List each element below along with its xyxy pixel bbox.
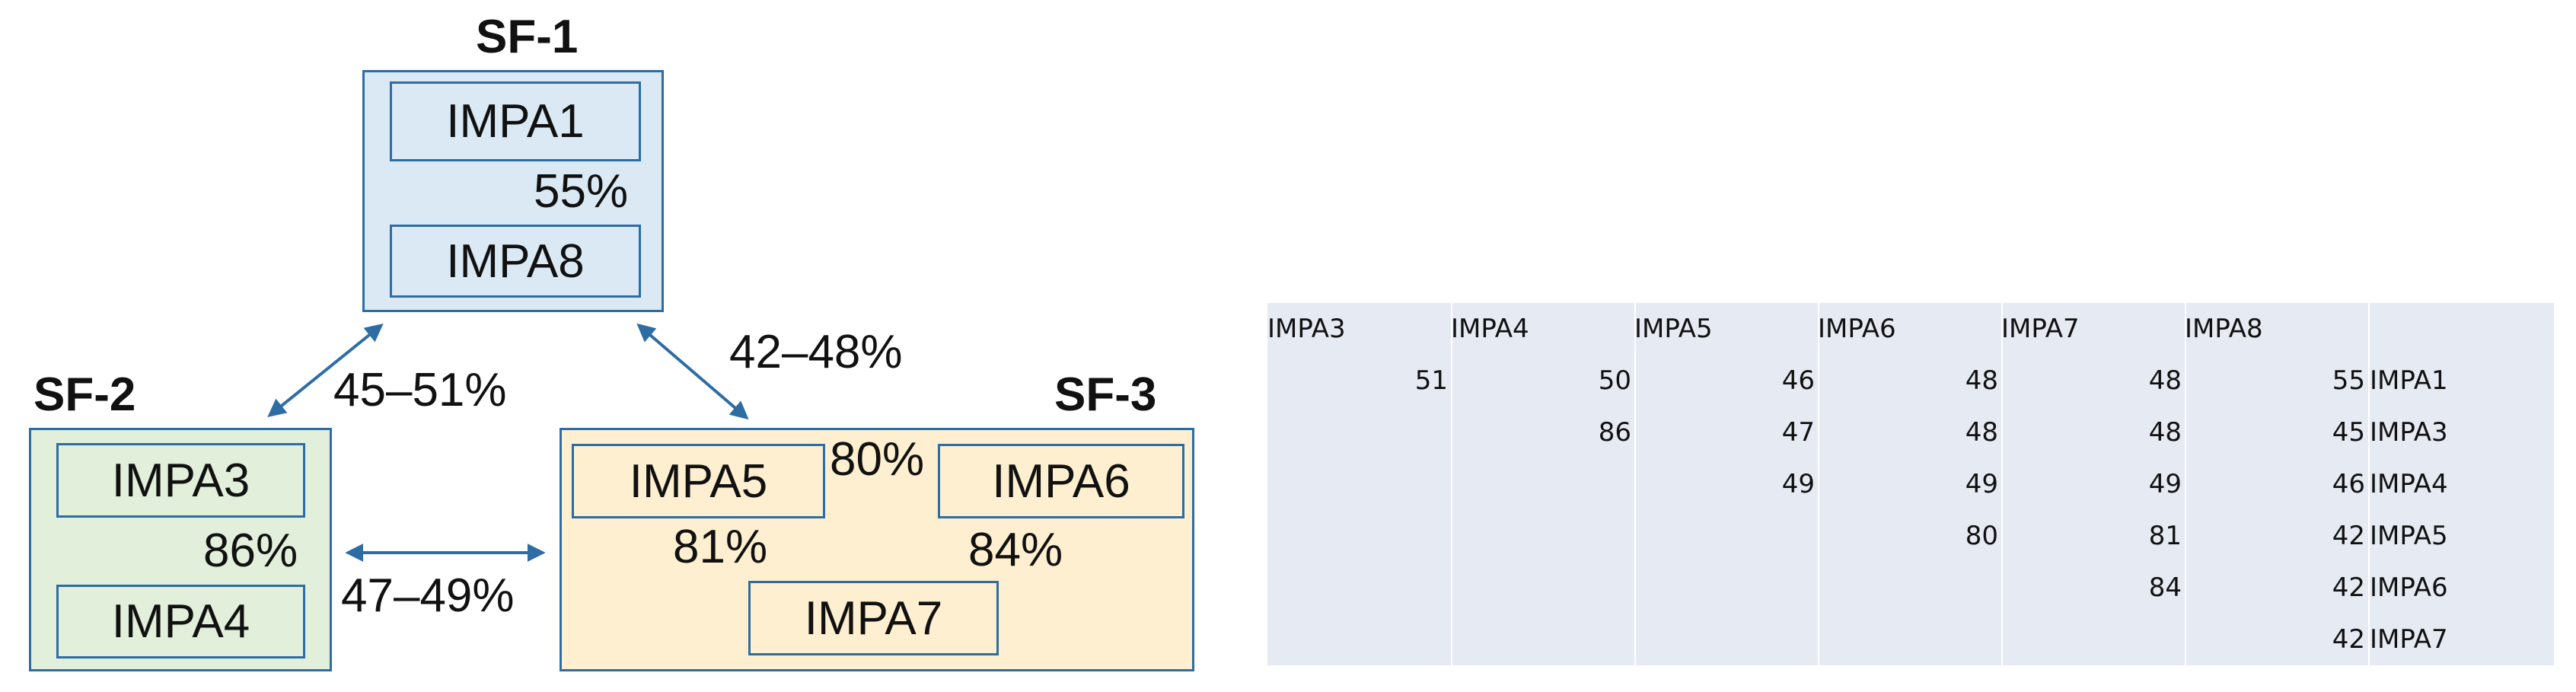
table-header-cell: IMPA5: [1634, 314, 1713, 344]
pct-impa5-impa6: 80%: [830, 433, 925, 486]
table-cell: 84: [2148, 572, 2182, 603]
table-row-label: IMPA3: [2370, 417, 2448, 448]
node-impa6: IMPA6: [938, 444, 1184, 518]
table-cell: 42: [2332, 624, 2365, 655]
arrow-sf1-sf3: [636, 323, 749, 420]
table-header-cell: IMPA6: [1818, 314, 1896, 344]
table-cell: [2001, 614, 2185, 665]
table-cell: 47: [1781, 417, 1815, 448]
group-title-sf2: SF-2: [33, 368, 136, 421]
table-cell: [1267, 510, 1451, 562]
table-cell: [1451, 562, 1634, 614]
table-row-label: IMPA4: [2370, 469, 2448, 499]
table-cell: 86: [1598, 417, 1631, 448]
table-cell: 50: [1598, 365, 1631, 396]
table-row-band: [1267, 407, 2554, 460]
similarity-matrix-table: IMPA3 IMPA4 IMPA5 IMPA6 IMPA7 IMPA8 51 50 46 48 48…: [1267, 303, 2554, 668]
table-cell: [1451, 458, 1634, 510]
table-cell: 42: [2332, 521, 2365, 551]
table-cell: 48: [1965, 365, 1998, 396]
table-cell: [1634, 562, 1818, 614]
table-cell: 49: [2148, 469, 2182, 499]
table-cell: 48: [2148, 365, 2182, 396]
table-cell: [1267, 407, 1451, 458]
table-header-cell: IMPA3: [1267, 314, 1346, 344]
pct-impa3-impa4: 86%: [203, 525, 298, 577]
table-cell: 49: [1965, 469, 1998, 499]
table-col-divider: [1451, 303, 1452, 665]
table-row-label: IMPA1: [2370, 365, 2448, 396]
table-cell: 46: [2332, 469, 2365, 499]
table-cell: [1267, 562, 1451, 614]
table-cell: 80: [1965, 521, 1998, 551]
table-cell: [1451, 614, 1634, 665]
group-title-sf1: SF-1: [476, 11, 579, 63]
table-col-divider: [2368, 303, 2370, 665]
table-row-band: [1267, 510, 2554, 563]
table-cell: [1634, 614, 1818, 665]
table-header-cell: [2368, 303, 2552, 355]
node-impa4: IMPA4: [56, 585, 305, 659]
table-cell: 48: [1965, 417, 1998, 448]
arrow-sf1-sf2: [267, 323, 384, 418]
table-cell: 81: [2148, 521, 2182, 551]
table-cell: 55: [2332, 365, 2365, 396]
table-cell: 49: [1781, 469, 1815, 499]
table-row-label: IMPA6: [2370, 572, 2448, 603]
table-row-band: [1267, 614, 2554, 667]
table-cell: 46: [1781, 365, 1815, 396]
table-col-divider: [1634, 303, 1636, 665]
table-header-cell: IMPA7: [2001, 314, 2080, 344]
node-impa8: IMPA8: [390, 225, 641, 298]
node-impa3: IMPA3: [56, 443, 305, 518]
table-row-label: IMPA7: [2370, 624, 2448, 655]
group-sf3: IMPA5 IMPA6 IMPA7 80% 81% 84%: [560, 428, 1194, 671]
table-cell: [1267, 614, 1451, 665]
pct-impa6-impa7: 84%: [968, 524, 1063, 576]
table-col-divider: [2185, 303, 2186, 665]
table-cell: [1634, 510, 1818, 562]
table-col-divider: [2001, 303, 2003, 665]
table-cell: [1818, 614, 2001, 665]
table-cell: [1451, 510, 1634, 562]
table-header-cell: IMPA4: [1451, 314, 1529, 344]
table-row-label: IMPA5: [2370, 521, 2448, 551]
table-header-cell: IMPA8: [2185, 314, 2263, 344]
table-cell: 51: [1414, 365, 1448, 396]
pct-impa5-impa7: 81%: [673, 521, 768, 573]
table-cell: 45: [2332, 417, 2365, 448]
table-cell: [1267, 458, 1451, 510]
link-label-sf2-sf3: 47–49%: [341, 569, 515, 622]
node-impa5: IMPA5: [572, 444, 825, 518]
group-sf1: IMPA1 55% IMPA8: [362, 70, 664, 312]
table-col-divider: [1818, 303, 1819, 665]
link-label-sf1-sf3: 42–48%: [729, 326, 903, 378]
pct-impa1-impa8: 55%: [534, 165, 629, 218]
node-impa1: IMPA1: [390, 81, 641, 161]
group-title-sf3: SF-3: [1054, 368, 1157, 421]
table-cell: [1818, 562, 2001, 614]
table-cell: 48: [2148, 417, 2182, 448]
table-cell: 42: [2332, 572, 2365, 603]
group-sf2: IMPA3 86% IMPA4: [29, 428, 332, 671]
node-impa7: IMPA7: [748, 581, 999, 655]
link-label-sf1-sf2: 45–51%: [333, 364, 507, 416]
